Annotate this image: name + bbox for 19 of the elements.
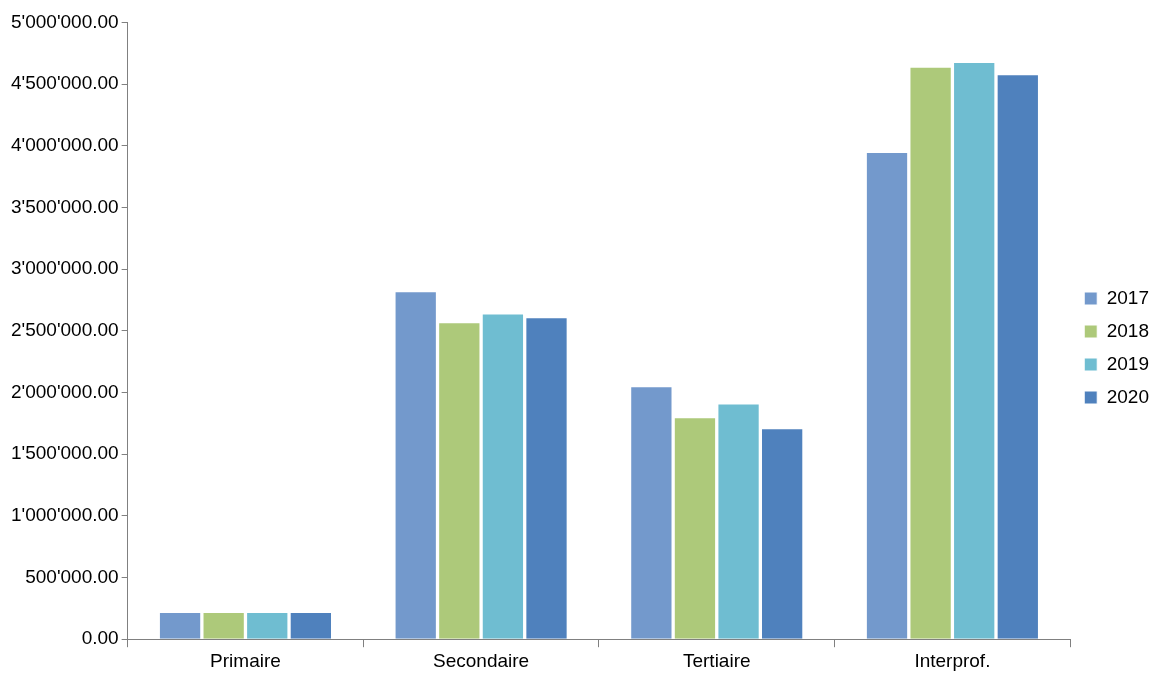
y-tick-label: 1'000'000.00 <box>11 504 119 526</box>
y-tick-label: 1'500'000.00 <box>11 442 119 464</box>
y-tick-label: 3'000'000.00 <box>11 257 119 279</box>
y-tick-label: 4'500'000.00 <box>11 72 119 94</box>
y-tick-label: 2'500'000.00 <box>11 319 119 341</box>
y-tick-label: 3'500'000.00 <box>11 195 119 217</box>
x-tick-label: Primaire <box>210 649 281 671</box>
y-tick-label: 4'000'000.00 <box>11 133 119 155</box>
x-tick-label: Interprof. <box>914 649 991 671</box>
y-tick-label: 2'000'000.00 <box>11 380 119 402</box>
x-tick-label: Tertiaire <box>682 649 751 671</box>
legend-label: 2019 <box>1106 352 1150 374</box>
legend-label: 2018 <box>1106 319 1150 341</box>
y-tick-label: 0.00 <box>81 627 119 649</box>
legend-label: 2020 <box>1106 385 1150 407</box>
x-tick-label: Secondaire <box>433 649 530 671</box>
legend-label: 2017 <box>1106 286 1150 308</box>
y-tick-label: 5'000'000.00 <box>11 10 119 32</box>
y-tick-label: 500'000.00 <box>25 565 119 587</box>
